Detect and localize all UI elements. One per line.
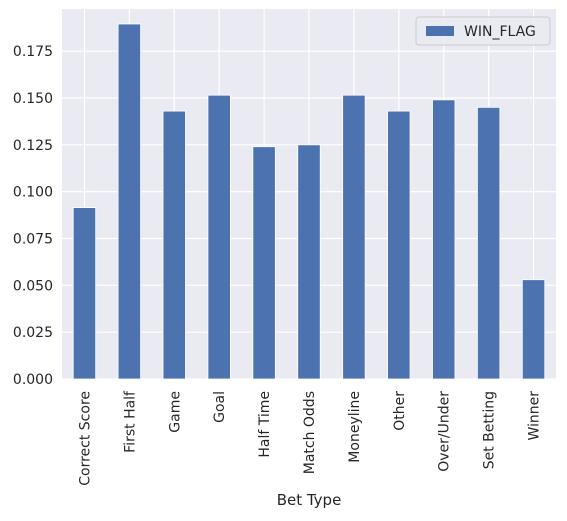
bar <box>207 94 231 380</box>
bar <box>297 144 321 380</box>
y-tick-label: 0.025 <box>13 325 53 341</box>
bar <box>342 94 366 380</box>
y-tick-label: 0.125 <box>13 138 53 154</box>
y-tick-label: 0.150 <box>13 91 53 107</box>
legend-swatch <box>426 26 454 36</box>
x-tick-label: Over/Under <box>437 391 453 472</box>
x-tick-label: Match Odds <box>302 391 318 474</box>
bar <box>252 146 276 380</box>
bar <box>477 106 501 380</box>
bar <box>432 99 456 380</box>
x-axis-ticks: Correct Score First Half Game Goal Half Time… <box>77 390 542 486</box>
bar <box>162 110 186 380</box>
y-tick-label: 0.075 <box>13 231 53 247</box>
legend-label: WIN_FLAG <box>464 24 536 40</box>
y-tick-label: 0.050 <box>13 278 53 294</box>
x-tick-label: Set Betting <box>482 391 498 469</box>
bar <box>521 279 546 380</box>
bar <box>72 207 97 380</box>
y-tick-label: 0.000 <box>13 372 53 388</box>
x-tick-label: Other <box>392 391 408 431</box>
legend-box <box>415 16 551 46</box>
y-axis-ticks: 0.000 0.025 0.050 0.075 0.100 0.125 0.150 0.175 <box>13 44 53 388</box>
x-axis-label: Bet Type <box>277 491 342 509</box>
x-tick-label: Moneyline <box>347 391 363 463</box>
x-tick-label: Winner <box>527 391 543 441</box>
legend: WIN_FLAG <box>415 16 551 46</box>
bars <box>72 23 546 380</box>
bar <box>387 110 411 380</box>
x-tick-label: Game <box>167 391 183 433</box>
x-tick-label: Goal <box>212 391 228 423</box>
bar <box>117 23 141 380</box>
x-tick-label: First Half <box>122 390 138 453</box>
x-tick-label: Correct Score <box>77 391 93 486</box>
x-tick-label: Half Time <box>257 391 273 458</box>
y-tick-label: 0.100 <box>13 185 53 201</box>
y-tick-label: 0.175 <box>13 44 53 60</box>
